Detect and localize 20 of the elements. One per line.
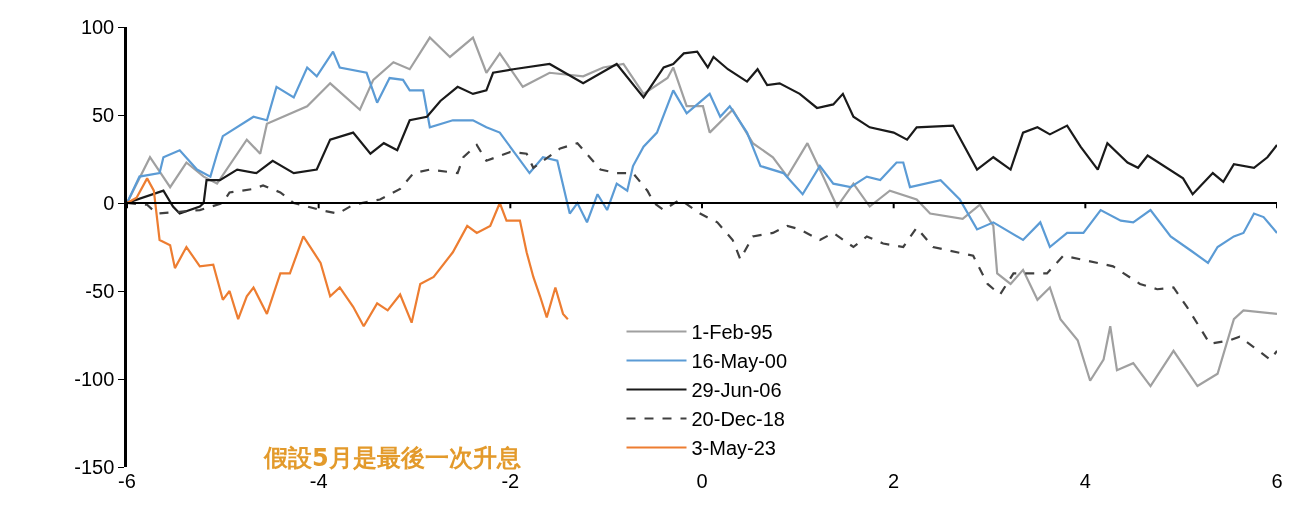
legend-label: 3-May-23 [691,437,776,460]
legend-label: 20-Dec-18 [691,408,785,431]
x-tick-label: 4 [1079,470,1091,492]
y-tick-label: 100 [80,16,115,38]
legend-label: 29-Jun-06 [691,379,782,402]
y-tick-label: -150 [74,456,115,478]
x-tick-label: 2 [888,470,900,492]
line-series [127,177,569,328]
x-tick-label: -6 [118,470,136,492]
y-tick-label: 0 [103,192,115,214]
y-tick-label: -100 [74,368,115,390]
legend-label: 1-Feb-95 [691,321,773,344]
x-tick-label: -4 [309,470,328,492]
y-tick-label: 50 [92,104,115,126]
x-tick-label: 0 [696,470,708,492]
legend-label: 16-May-00 [691,350,788,373]
annotation: 假設5月是最後一次升息 [263,444,521,472]
x-tick-label: -2 [501,470,520,492]
x-tick-label: 6 [1271,470,1283,492]
y-tick-label: -50 [85,280,115,302]
